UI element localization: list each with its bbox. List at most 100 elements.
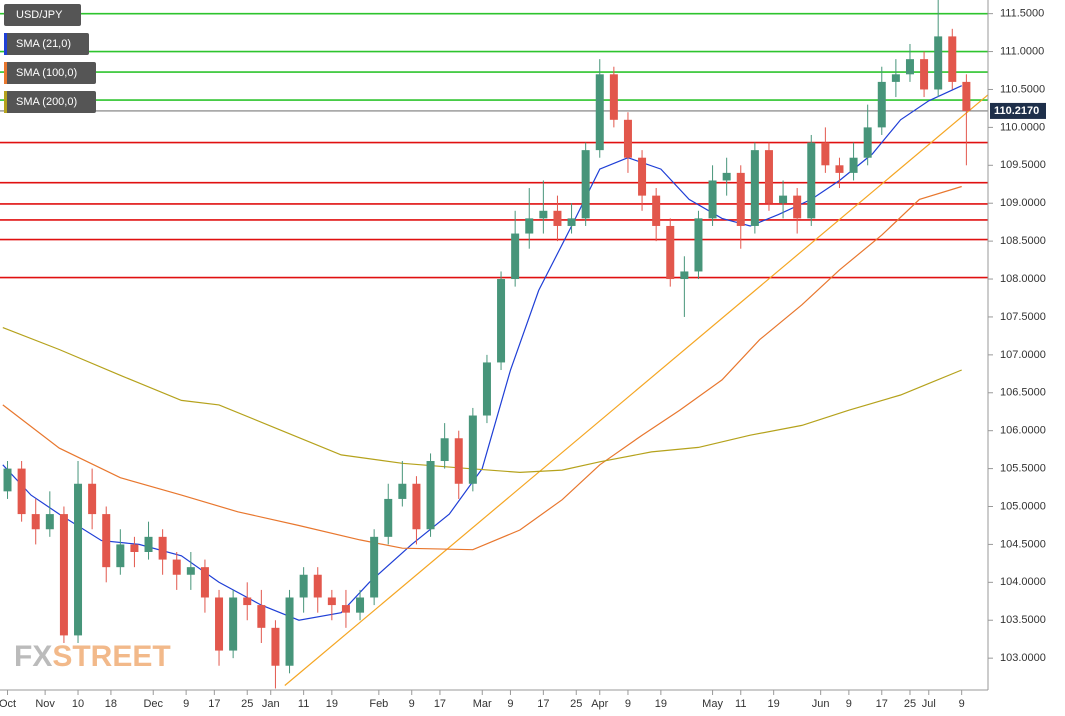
x-tick-label: 17 (208, 698, 220, 710)
candle-body (17, 468, 26, 515)
candle-body (962, 81, 971, 111)
legend-label: SMA (100,0) (16, 67, 77, 79)
candle-body (313, 574, 322, 598)
x-tick-label: Jun (812, 698, 830, 710)
y-tick-label: 109.0000 (1000, 197, 1046, 209)
x-tick-label: 10 (72, 698, 84, 710)
x-tick-label: 9 (959, 698, 965, 710)
x-tick-label: Apr (591, 698, 608, 710)
candle-body (934, 36, 943, 90)
candle-body (299, 574, 308, 598)
candle-body (553, 210, 562, 226)
candle-body (285, 597, 294, 666)
candle-body (370, 536, 379, 598)
candle-body (116, 544, 125, 568)
x-tick-label: 17 (434, 698, 446, 710)
candle-body (835, 165, 844, 173)
y-tick-label: 104.0000 (1000, 576, 1046, 588)
line (2, 185, 962, 551)
plot-area (0, 0, 989, 689)
legend-label: USD/JPY (16, 9, 63, 21)
candle-body (764, 150, 773, 204)
legend-label: SMA (21,0) (16, 38, 71, 50)
y-tick-label: 108.5000 (1000, 235, 1046, 247)
candle-body (581, 150, 590, 219)
y-tick-label: 105.0000 (1000, 500, 1046, 512)
candle-body (948, 36, 957, 82)
line (284, 94, 989, 686)
candle-body (497, 279, 506, 363)
candle-body (454, 438, 463, 484)
x-tick-label: 25 (241, 698, 253, 710)
candle-body (229, 597, 238, 651)
candle-body (567, 218, 576, 226)
x-tick-label: Jan (262, 698, 280, 710)
candle-body (356, 597, 365, 613)
candle-body (158, 536, 167, 560)
candle-body (384, 498, 393, 537)
candle-body (652, 195, 661, 226)
candle-body (200, 567, 209, 598)
candle-body (468, 415, 477, 484)
x-tick-label: 19 (768, 698, 780, 710)
candle-body (779, 195, 788, 204)
y-tick-label: 110.5000 (1000, 83, 1045, 95)
candle-body (482, 362, 491, 416)
candle-body (412, 483, 421, 530)
candle-body (271, 627, 280, 666)
y-tick-label: 106.5000 (1000, 387, 1046, 399)
candle-body (45, 514, 54, 530)
y-tick-label: 103.5000 (1000, 614, 1046, 626)
candle-body (793, 195, 802, 219)
candle-body (849, 157, 858, 173)
candle-body (243, 597, 252, 606)
candle-body (905, 59, 914, 75)
y-tick-label: 108.0000 (1000, 273, 1046, 285)
watermark-street: STREET (52, 640, 170, 673)
candle-body (3, 468, 12, 492)
legend-swatch (4, 62, 7, 84)
candle-body (59, 514, 68, 636)
x-tick-label: 9 (409, 698, 415, 710)
candle-body (722, 172, 731, 181)
x-tick-label: 18 (105, 698, 117, 710)
x-tick-label: 25 (570, 698, 582, 710)
candle-body (215, 597, 224, 651)
x-tick-label: 11 (735, 698, 746, 710)
candle-body (595, 74, 604, 151)
candle-body (708, 180, 717, 219)
x-tick-label: 9 (846, 698, 852, 710)
legend-box (4, 91, 96, 113)
y-tick-label: 105.5000 (1000, 462, 1046, 474)
x-tick-label: 17 (876, 698, 888, 710)
y-tick-label: 107.0000 (1000, 349, 1046, 361)
candle-body (144, 536, 153, 552)
candle-body (186, 567, 195, 575)
y-tick-label: 107.5000 (1000, 311, 1046, 323)
y-tick-label: 106.0000 (1000, 425, 1046, 437)
legend: USD/JPY SMA (21,0) SMA (100,0) SMA (200,0) (4, 4, 96, 113)
candle-body (398, 483, 407, 499)
x-tick-label: 19 (326, 698, 338, 710)
legend-label: SMA (200,0) (16, 96, 77, 108)
candle-body (920, 59, 929, 90)
candle-body (877, 81, 886, 128)
candle-body (426, 461, 435, 530)
x-tick-label: 9 (183, 698, 189, 710)
candle-body (511, 233, 520, 280)
candle-body (623, 119, 632, 158)
candle-body (539, 210, 548, 219)
y-tick-label: 103.0000 (1000, 652, 1046, 664)
y-tick-label: 110.0000 (1000, 121, 1045, 133)
candle-body (341, 605, 350, 613)
x-tick-label: May (702, 698, 723, 710)
legend-box (4, 4, 81, 26)
candle-body (88, 483, 97, 515)
candle-body (680, 271, 689, 280)
legend-swatch (4, 91, 7, 113)
watermark-fx: FX (14, 640, 52, 673)
candle-body (694, 218, 703, 272)
candle-body (891, 74, 900, 82)
candle-body (736, 172, 745, 226)
